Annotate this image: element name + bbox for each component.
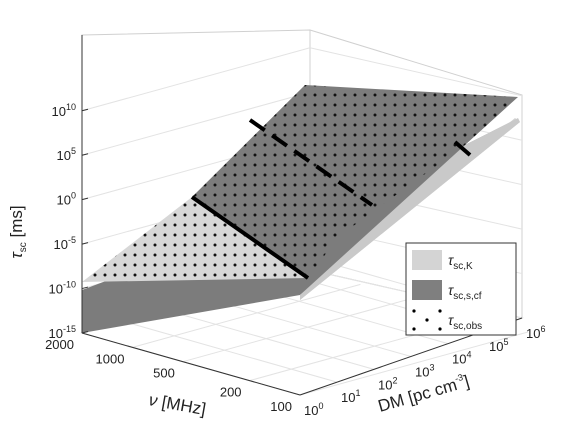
surface-obs-light	[82, 197, 308, 282]
x-tick-label: 200	[220, 385, 242, 400]
z-tick-label: 105	[57, 146, 76, 163]
legend: τsc,K τsc,s,cf τsc,obs	[405, 242, 517, 336]
y-tick-label: 104	[452, 350, 471, 367]
z-tick-mark	[81, 197, 89, 201]
x-tick-label: 1000	[96, 351, 125, 366]
dashed-line-right	[453, 140, 472, 157]
z-tick-label: 10-10	[49, 280, 76, 297]
z-gridline	[81, 91, 311, 156]
y-tick-label: 101	[341, 388, 360, 405]
z-tick-label: 10-15	[49, 324, 76, 341]
surface-sc-K-band	[300, 118, 520, 300]
y-tick-label: 100	[304, 401, 323, 418]
z-tick-mark	[81, 242, 89, 245]
y-tick-label: 103	[415, 363, 434, 380]
legend-label-sc-k: τsc,K	[448, 252, 473, 272]
y-tick-label: 102	[378, 375, 397, 392]
dashed-line	[248, 118, 374, 207]
y-gridline	[118, 319, 338, 383]
legend-swatch-sc-s-cf	[412, 280, 442, 300]
z-tick-label: 10-5	[54, 235, 76, 252]
z-tick-mark	[81, 108, 89, 112]
legend-swatch-sc-k	[412, 250, 442, 270]
x-axis-label: ν [MHz]	[147, 390, 207, 419]
surfaces	[82, 85, 520, 333]
solid-line	[190, 195, 310, 280]
surface-obs-dark	[192, 85, 518, 278]
z-tick-labels: 10-15 10-10 10-5 100 105 1010	[49, 102, 89, 341]
z-tick-mark	[81, 286, 89, 290]
y-tick-labels: 100 101 102 103 104 105 106	[304, 324, 545, 418]
x-gridline	[182, 298, 412, 363]
z-tick-mark	[81, 331, 89, 334]
z-gridline	[81, 47, 311, 112]
x-gridline	[299, 331, 529, 396]
y-gridline	[155, 306, 375, 370]
x-tick-label: 500	[153, 366, 175, 381]
legend-label-sc-obs: τsc,obs	[448, 312, 482, 332]
z-tick-mark	[81, 153, 89, 156]
y-tick-label: 106	[526, 324, 545, 341]
z-tick-label: 1010	[52, 102, 76, 119]
z-axis-label: τsc [ms]	[7, 205, 29, 258]
legend-label-sc-s-cf: τsc,s,cf	[448, 282, 482, 302]
x-tick-label: 2000	[45, 337, 74, 352]
legend-swatch-sc-obs	[412, 309, 442, 331]
x-tick-label: 100	[270, 399, 292, 414]
x-tick-labels: 2000 1000 500 200 100	[45, 337, 292, 414]
z-tick-label: 100	[57, 191, 76, 208]
z-gridline	[309, 47, 523, 97]
x-gridline	[132, 283, 361, 348]
y-tick-label: 105	[489, 337, 508, 354]
